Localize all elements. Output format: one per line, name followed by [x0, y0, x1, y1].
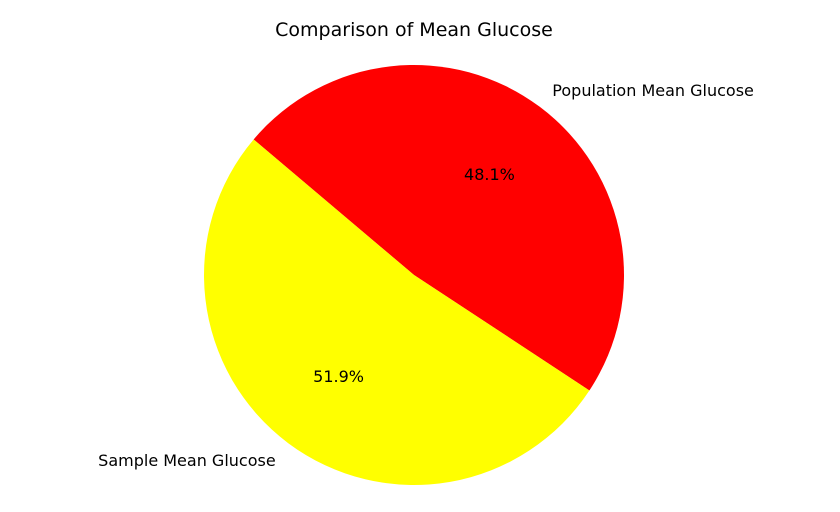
pie-category-label-1: Population Mean Glucose — [552, 81, 754, 100]
pie-slice-1 — [253, 64, 625, 391]
pie-category-label-2: Sample Mean Glucose — [98, 451, 276, 470]
pie-pct-label-2: 51.9% — [313, 367, 364, 386]
pie-slices — [204, 64, 625, 485]
chart-title: Comparison of Mean Glucose — [275, 19, 553, 41]
pie-pct-label-1: 48.1% — [464, 165, 515, 184]
pie-labels: 48.1% Population Mean Glucose 51.9% Sample … — [98, 81, 754, 470]
pie-slice-2 — [204, 139, 590, 485]
